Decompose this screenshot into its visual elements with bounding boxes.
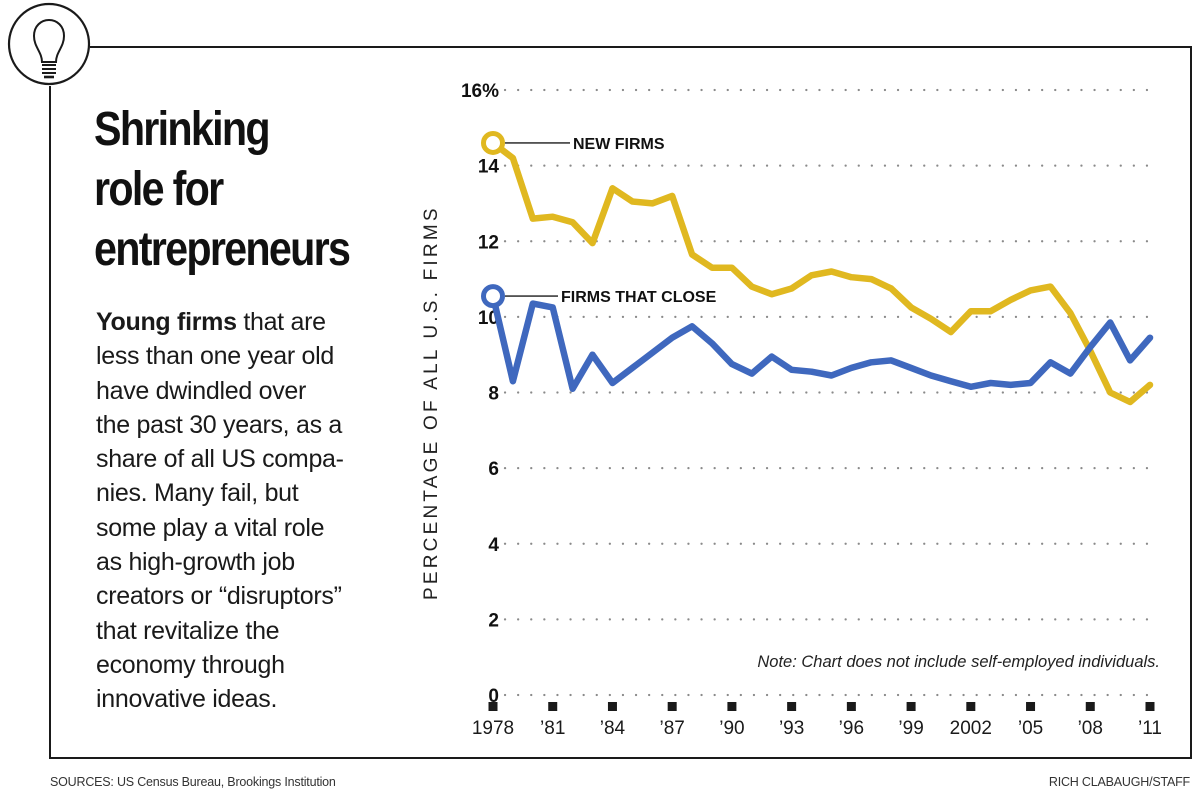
x-tick-mark bbox=[607, 702, 617, 711]
body-line: less than one year old bbox=[96, 342, 335, 371]
bold-lead: Young firms bbox=[96, 308, 237, 336]
series-labels: NEW FIRMS FIRMS THAT CLOSE bbox=[505, 136, 717, 306]
x-tick-mark bbox=[1085, 702, 1095, 711]
x-tick-label: 2002 bbox=[950, 718, 992, 739]
lightbulb-icon bbox=[7, 2, 91, 86]
x-tick-label: ’84 bbox=[600, 718, 626, 739]
x-tick-mark bbox=[488, 702, 498, 711]
x-tick-label: ’99 bbox=[898, 718, 923, 739]
x-tick-mark bbox=[548, 702, 558, 711]
x-tick-mark bbox=[1145, 702, 1155, 711]
frame-left-border bbox=[49, 86, 51, 759]
body-line: economy through bbox=[96, 650, 285, 679]
x-tick-label: ’90 bbox=[719, 718, 744, 739]
x-tick-mark bbox=[1026, 702, 1036, 711]
body-line: nies. Many fail, but bbox=[96, 479, 299, 508]
body-line: have dwindled over bbox=[96, 376, 307, 405]
x-tick-label: ’05 bbox=[1018, 718, 1043, 739]
body-line: some play a vital role bbox=[96, 513, 325, 542]
series-line-new-firms bbox=[489, 139, 1154, 406]
headline-line: entrepreneurs bbox=[94, 223, 351, 276]
y-tick-label: 6 bbox=[488, 459, 499, 480]
x-tick-label: ’81 bbox=[540, 718, 565, 739]
headline: Shrinking role for entrepreneurs bbox=[94, 100, 369, 280]
series-line-firms-that-close bbox=[489, 292, 1154, 392]
body-line: Young firms that are bbox=[96, 305, 396, 339]
frame-bottom-border bbox=[49, 757, 1192, 759]
y-tick-label: 14 bbox=[478, 157, 500, 178]
body-line: creators or “disruptors” bbox=[96, 582, 342, 611]
frame-right-border bbox=[1190, 46, 1192, 759]
series-label: FIRMS THAT CLOSE bbox=[561, 289, 717, 306]
series-start-marker bbox=[481, 130, 505, 155]
series-start-marker bbox=[481, 284, 505, 309]
gridlines bbox=[503, 88, 1160, 697]
x-tick-mark bbox=[846, 702, 856, 711]
x-tick-label: ’96 bbox=[839, 718, 864, 739]
body-line: innovative ideas. bbox=[96, 685, 278, 714]
y-tick-label: 2 bbox=[488, 610, 499, 631]
x-tick-mark bbox=[906, 702, 916, 711]
x-tick-mark bbox=[787, 702, 797, 711]
body-line: the past 30 years, as a bbox=[96, 410, 343, 439]
x-tick-mark bbox=[966, 702, 976, 711]
x-tick-mark bbox=[667, 702, 677, 711]
y-tick-label: 12 bbox=[478, 232, 499, 253]
body-line-text: that are bbox=[236, 308, 326, 336]
series-lines bbox=[481, 130, 1154, 406]
y-tick-label: 0 bbox=[488, 686, 499, 707]
body-text: Young firms that are less than one year … bbox=[96, 305, 396, 717]
body-line: that revitalize the bbox=[96, 616, 280, 645]
y-tick-label: 4 bbox=[488, 535, 499, 556]
series-label: NEW FIRMS bbox=[573, 136, 665, 153]
x-tick-label: ’11 bbox=[1138, 718, 1162, 739]
x-ticks: 1978 ’81 ’84 ’87 ’90 ’93 ’96 ’99 2002 ’05 ’08 ’11 bbox=[472, 702, 1162, 739]
x-tick-label: ’93 bbox=[779, 718, 804, 739]
frame-top-border bbox=[90, 46, 1192, 48]
body-line: as high-growth job bbox=[96, 548, 295, 577]
y-tick-label: 8 bbox=[488, 384, 499, 405]
y-tick-label: 16% bbox=[461, 81, 499, 102]
x-tick-label: ’87 bbox=[660, 718, 685, 739]
x-tick-mark bbox=[727, 702, 737, 711]
x-tick-label: ’08 bbox=[1078, 718, 1103, 739]
chart-note: Note: Chart does not include self-employ… bbox=[757, 653, 1160, 671]
staff-credit: RICH CLABAUGH/STAFF bbox=[1048, 775, 1190, 789]
headline-line: Shrinking bbox=[94, 103, 271, 156]
body-line: share of all US compa- bbox=[96, 445, 344, 474]
x-tick-label: 1978 bbox=[472, 718, 514, 739]
sources-credit: SOURCES: US Census Bureau, Brookings Ins… bbox=[50, 775, 336, 789]
headline-line: role for bbox=[94, 163, 224, 216]
